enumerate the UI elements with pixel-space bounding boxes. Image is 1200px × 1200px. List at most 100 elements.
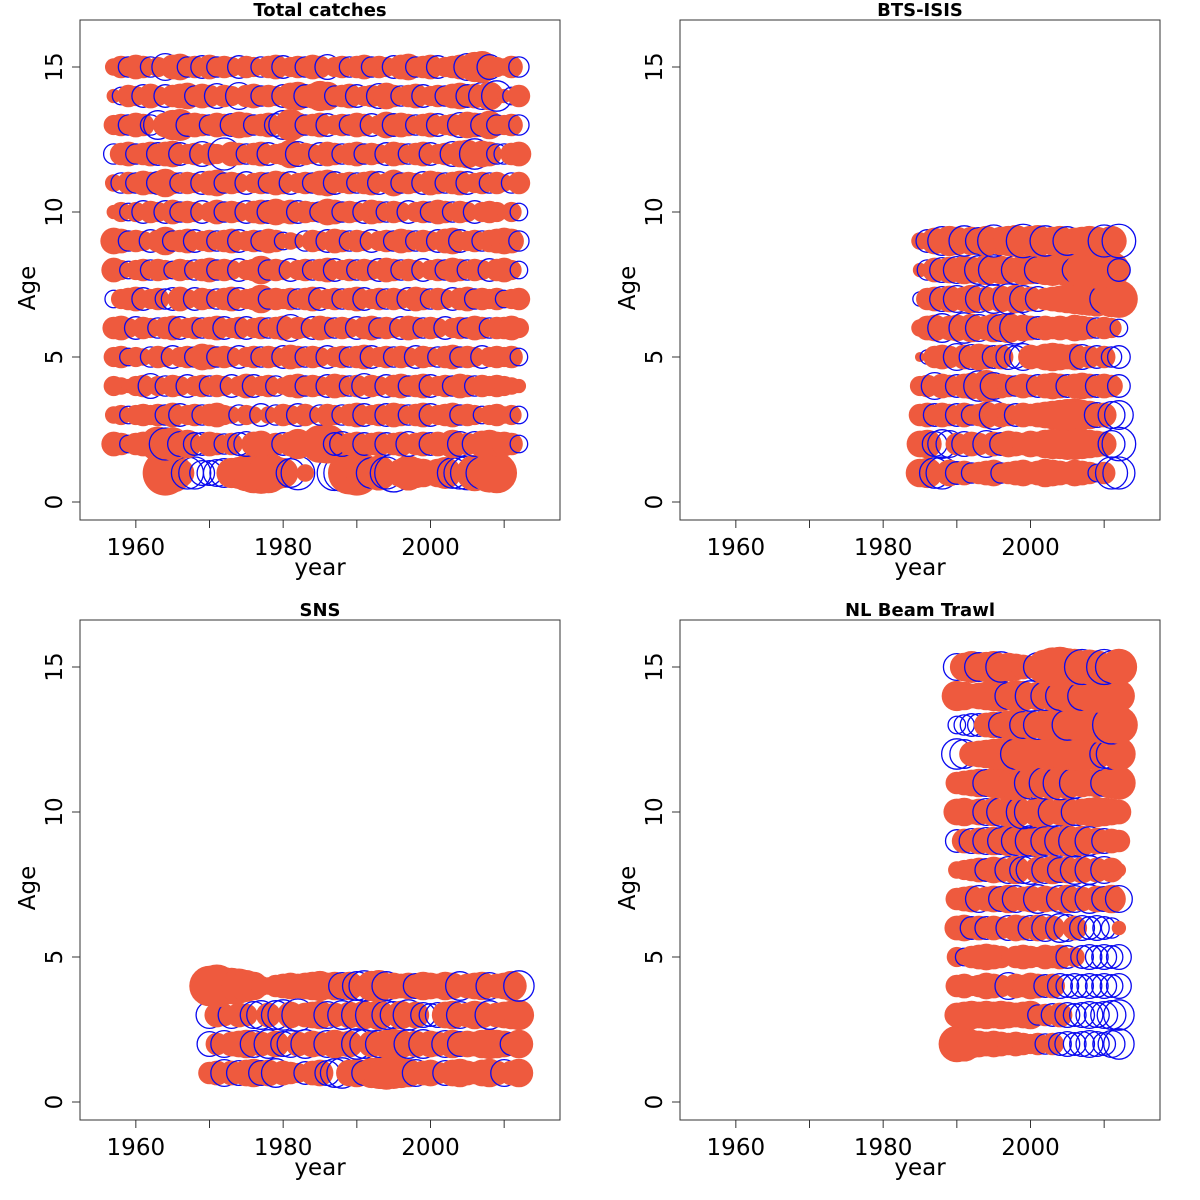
y-axis-label: Age: [615, 866, 641, 910]
negative-residual-bubble: [509, 202, 529, 222]
y-axis-label: Age: [615, 266, 641, 310]
positive-residual-bubble: [123, 286, 149, 312]
positive-residual-bubble: [496, 970, 527, 1002]
panel-sns: SNS 1960 1980 2000 year 0 5 10 15 Age: [15, 600, 561, 1181]
positive-residual-bubble: [497, 88, 512, 104]
positive-residual-bubble: [359, 170, 384, 196]
bubble-marks: [100, 51, 532, 496]
x-tick-label: 1980: [854, 535, 913, 561]
negative-residual-bubble: [1046, 972, 1074, 1000]
y-tick-label: 0: [42, 495, 68, 510]
x-tick-label: 1980: [254, 535, 313, 561]
panel-title: SNS: [300, 600, 341, 621]
positive-residual-bubble: [214, 375, 235, 397]
y-axis-label: Age: [15, 266, 41, 310]
positive-residual-bubble: [307, 112, 333, 138]
negative-residual-bubble: [1075, 1029, 1104, 1059]
positive-residual-bubble: [228, 172, 250, 194]
x-axis-label: year: [894, 555, 946, 581]
positive-residual-bubble: [1092, 461, 1116, 485]
positive-residual-bubble: [1099, 280, 1138, 318]
x-tick-label: 1980: [254, 1135, 313, 1161]
positive-residual-bubble: [271, 171, 295, 195]
positive-residual-bubble: [1111, 920, 1127, 936]
positive-residual-bubble: [1040, 973, 1065, 999]
x-axis-label: year: [294, 555, 346, 581]
positive-residual-bubble: [499, 228, 524, 254]
positive-residual-bubble: [504, 1058, 534, 1088]
negative-residual-bubble: [1076, 943, 1103, 971]
positive-residual-bubble: [160, 402, 186, 428]
positive-residual-bubble: [354, 230, 375, 252]
y-tick-label: 10: [642, 797, 668, 826]
negative-residual-bubble: [1102, 456, 1136, 490]
positive-residual-bubble: [1062, 915, 1088, 941]
positive-residual-bubble: [160, 315, 186, 341]
positive-residual-bubble: [262, 1030, 290, 1058]
negative-residual-bubble: [1048, 1032, 1072, 1056]
positive-residual-bubble: [363, 999, 395, 1031]
positive-residual-bubble: [476, 452, 518, 494]
positive-residual-bubble: [464, 404, 485, 426]
negative-residual-bubble: [1084, 974, 1109, 998]
positive-residual-bubble: [500, 432, 523, 456]
positive-residual-bubble: [257, 374, 280, 398]
positive-residual-bubble: [1092, 345, 1116, 369]
positive-residual-bubble: [1040, 915, 1065, 941]
negative-residual-bubble: [1103, 999, 1135, 1031]
y-tick-label: 5: [42, 950, 68, 965]
x-tick-label: 2000: [1001, 535, 1060, 561]
positive-residual-bubble: [507, 171, 531, 195]
positive-residual-bubble: [912, 457, 943, 489]
negative-residual-bubble: [178, 456, 212, 490]
positive-residual-bubble: [264, 229, 288, 253]
x-tick-label: 1980: [854, 1135, 913, 1161]
y-tick-label: 15: [642, 652, 668, 681]
negative-residual-bubble: [1109, 318, 1129, 338]
negative-residual-bubble: [509, 347, 529, 367]
positive-residual-bubble: [352, 113, 376, 137]
x-tick-label: 1960: [107, 1135, 166, 1161]
positive-residual-bubble: [501, 201, 522, 223]
x-axis: 1960 1980 2000 year: [707, 520, 1105, 581]
negative-residual-bubble: [1100, 346, 1123, 368]
positive-residual-bubble: [508, 317, 530, 339]
positive-residual-bubble: [410, 402, 436, 428]
positive-residual-bubble: [308, 55, 332, 79]
x-axis-label: year: [894, 1155, 946, 1181]
positive-residual-bubble: [314, 257, 340, 283]
positive-residual-bubble: [439, 227, 466, 255]
positive-residual-bubble: [1111, 862, 1127, 878]
negative-residual-bubble: [1090, 1000, 1119, 1030]
negative-residual-bubble: [953, 714, 975, 736]
x-tick-label: 1960: [707, 1135, 766, 1161]
negative-residual-bubble: [1096, 1000, 1127, 1030]
positive-residual-bubble: [313, 169, 341, 197]
positive-residual-bubble: [169, 375, 191, 397]
negative-residual-bubble: [1076, 972, 1103, 1000]
positive-residual-bubble: [466, 51, 499, 83]
panel-bts-isis: BTS-ISIS 1960 1980 2000 year 0 5 10 15 Age: [615, 0, 1161, 581]
panel-total-catches: Total catches 1960 1980 2000 year 0 5 10 15 Age: [15, 0, 561, 581]
positive-residual-bubble: [457, 201, 478, 223]
negative-residual-bubble: [1069, 914, 1096, 942]
x-tick-label: 2000: [1001, 1135, 1060, 1161]
positive-residual-bubble: [464, 346, 485, 368]
positive-residual-bubble: [1107, 829, 1131, 853]
positive-residual-bubble: [110, 404, 132, 426]
positive-residual-bubble: [263, 54, 289, 80]
x-tick-label: 1960: [707, 535, 766, 561]
bubble-marks: [189, 964, 535, 1090]
positive-residual-bubble: [233, 373, 259, 399]
positive-residual-bubble: [402, 1001, 430, 1029]
positive-residual-bubble: [1099, 706, 1138, 744]
positive-residual-bubble: [221, 259, 242, 281]
negative-residual-bubble: [1061, 972, 1088, 1000]
positive-residual-bubble: [410, 373, 436, 399]
y-tick-label: 15: [42, 652, 68, 681]
positive-residual-bubble: [175, 228, 200, 254]
negative-residual-bubble: [1055, 974, 1080, 998]
positive-residual-bubble: [110, 201, 132, 223]
y-axis: 0 5 10 15 Age: [15, 652, 81, 1109]
